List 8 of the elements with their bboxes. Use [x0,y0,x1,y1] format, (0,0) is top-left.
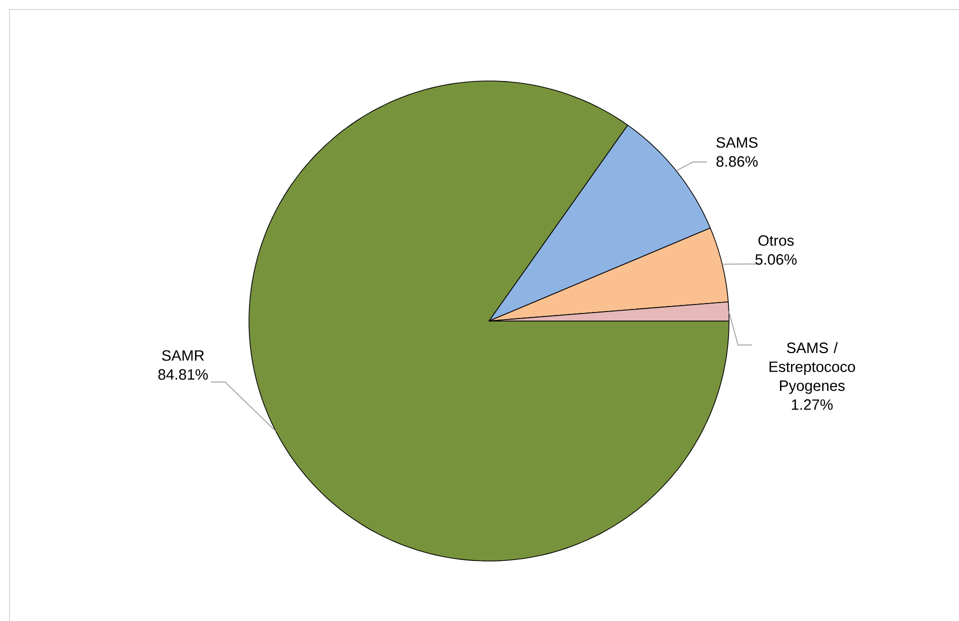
slice-label: SAMR [162,350,204,361]
slice-label: SAMS [716,137,758,148]
slice-label: SAMS / Estreptococo Pyogenes [770,342,855,394]
data-label: 1.27% [792,399,833,410]
data-label: 8.86% [716,156,758,167]
data-label: 5.06% [755,254,797,265]
data-label: 84.81% [158,369,208,380]
slice-label: Otros [758,235,794,246]
